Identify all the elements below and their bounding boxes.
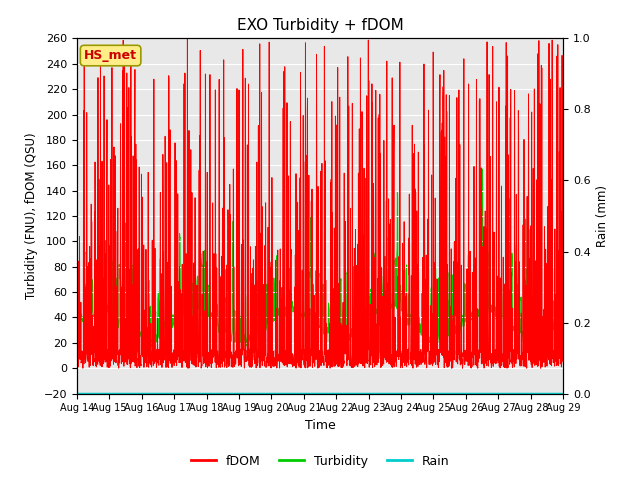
Text: HS_met: HS_met — [84, 49, 137, 62]
Legend: fDOM, Turbidity, Rain: fDOM, Turbidity, Rain — [186, 450, 454, 473]
Y-axis label: Rain (mm): Rain (mm) — [596, 185, 609, 247]
X-axis label: Time: Time — [305, 419, 335, 432]
Y-axis label: Turbidity (FNU), fDOM (QSU): Turbidity (FNU), fDOM (QSU) — [25, 132, 38, 300]
Title: EXO Turbidity + fDOM: EXO Turbidity + fDOM — [237, 18, 403, 33]
